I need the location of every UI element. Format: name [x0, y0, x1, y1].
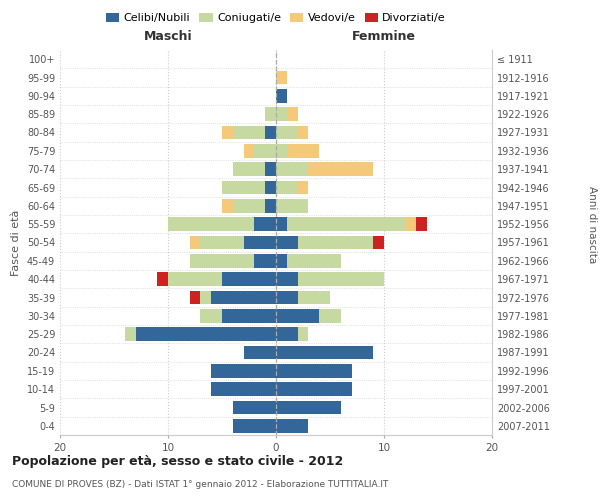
Bar — [265, 108, 276, 121]
Bar — [298, 272, 384, 286]
Bar — [416, 218, 427, 231]
Bar — [276, 180, 298, 194]
Bar — [287, 144, 319, 158]
Bar — [190, 290, 200, 304]
Bar — [298, 180, 308, 194]
Bar — [200, 309, 222, 322]
Bar — [244, 346, 276, 360]
Bar — [222, 272, 276, 286]
Bar — [125, 328, 136, 341]
Bar — [211, 290, 276, 304]
Bar — [406, 218, 416, 231]
Bar — [287, 108, 298, 121]
Bar — [276, 346, 373, 360]
Bar — [211, 364, 276, 378]
Bar — [276, 382, 352, 396]
Bar — [298, 126, 308, 140]
Bar — [276, 400, 341, 414]
Bar — [276, 108, 287, 121]
Bar — [222, 309, 276, 322]
Bar — [190, 236, 200, 250]
Bar — [287, 254, 341, 268]
Bar — [308, 162, 373, 176]
Bar — [276, 89, 287, 102]
Bar — [276, 254, 287, 268]
Bar — [233, 419, 276, 432]
Bar — [168, 218, 254, 231]
Text: Popolazione per età, sesso e stato civile - 2012: Popolazione per età, sesso e stato civil… — [12, 455, 343, 468]
Text: Femmine: Femmine — [352, 30, 416, 43]
Text: COMUNE DI PROVES (BZ) - Dati ISTAT 1° gennaio 2012 - Elaborazione TUTTITALIA.IT: COMUNE DI PROVES (BZ) - Dati ISTAT 1° ge… — [12, 480, 388, 489]
Y-axis label: Fasce di età: Fasce di età — [11, 210, 21, 276]
Bar — [254, 218, 276, 231]
Bar — [222, 126, 233, 140]
Legend: Celibi/Nubili, Coniugati/e, Vedovi/e, Divorziati/e: Celibi/Nubili, Coniugati/e, Vedovi/e, Di… — [101, 8, 451, 28]
Bar — [254, 144, 276, 158]
Bar — [373, 236, 384, 250]
Bar — [265, 199, 276, 212]
Bar — [211, 382, 276, 396]
Bar — [244, 144, 254, 158]
Bar — [233, 162, 265, 176]
Bar — [233, 126, 265, 140]
Bar — [233, 400, 276, 414]
Bar — [276, 328, 298, 341]
Bar — [136, 328, 276, 341]
Bar — [222, 180, 265, 194]
Bar — [168, 272, 222, 286]
Bar — [265, 180, 276, 194]
Bar — [276, 162, 308, 176]
Bar — [157, 272, 168, 286]
Bar — [222, 199, 233, 212]
Text: Anni di nascita: Anni di nascita — [587, 186, 597, 264]
Bar — [319, 309, 341, 322]
Bar — [276, 236, 298, 250]
Bar — [265, 126, 276, 140]
Bar — [298, 236, 373, 250]
Bar — [298, 290, 330, 304]
Bar — [287, 218, 406, 231]
Bar — [200, 236, 244, 250]
Bar — [276, 364, 352, 378]
Bar — [233, 199, 265, 212]
Bar — [190, 254, 254, 268]
Bar — [200, 290, 211, 304]
Text: Maschi: Maschi — [143, 30, 193, 43]
Bar — [276, 144, 287, 158]
Bar — [276, 419, 308, 432]
Bar — [276, 70, 287, 85]
Bar — [298, 328, 308, 341]
Bar — [276, 218, 287, 231]
Bar — [276, 309, 319, 322]
Bar — [265, 162, 276, 176]
Bar — [276, 272, 298, 286]
Bar — [276, 126, 298, 140]
Bar — [244, 236, 276, 250]
Bar — [254, 254, 276, 268]
Bar — [276, 290, 298, 304]
Bar — [276, 199, 308, 212]
